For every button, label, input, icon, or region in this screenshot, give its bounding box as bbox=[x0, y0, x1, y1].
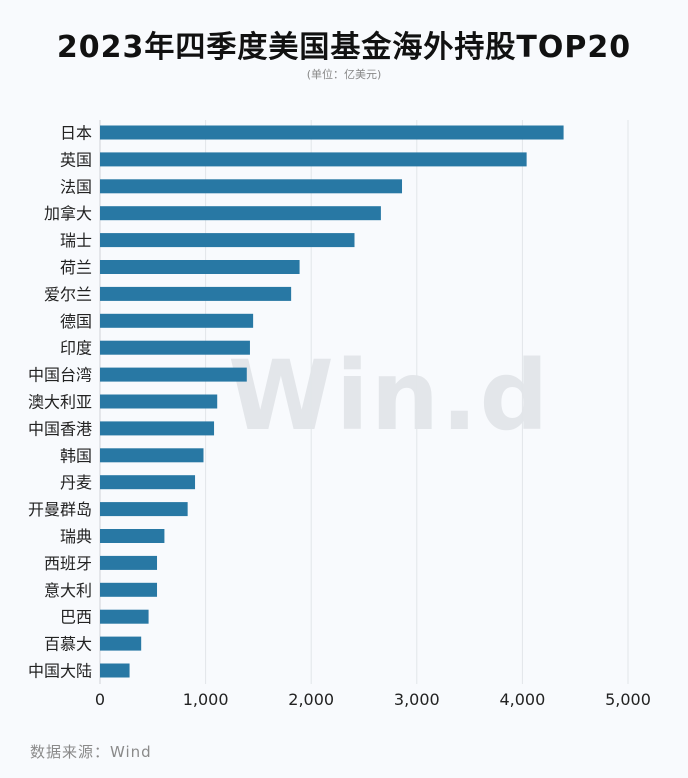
chart-subtitle: (单位：亿美元) bbox=[306, 68, 382, 81]
bar bbox=[100, 394, 218, 409]
bar bbox=[100, 636, 142, 651]
source-note: 数据来源：Wind bbox=[30, 743, 152, 761]
bar bbox=[100, 125, 564, 140]
category-label: 英国 bbox=[60, 150, 92, 169]
category-label: 日本 bbox=[60, 124, 92, 143]
bars bbox=[100, 125, 564, 678]
bar bbox=[100, 286, 292, 301]
bar bbox=[100, 313, 254, 328]
category-labels: 日本英国法国加拿大瑞士荷兰爱尔兰德国印度中国台湾澳大利亚中国香港韩国丹麦开曼群岛… bbox=[28, 124, 92, 681]
category-label: 中国台湾 bbox=[28, 366, 92, 385]
bar bbox=[100, 152, 527, 167]
bar bbox=[100, 448, 204, 463]
category-label: 爱尔兰 bbox=[44, 285, 92, 304]
category-label: 韩国 bbox=[60, 446, 92, 465]
bar bbox=[100, 609, 149, 624]
category-label: 西班牙 bbox=[44, 554, 92, 573]
watermark: Win.d bbox=[228, 340, 551, 452]
bar bbox=[100, 233, 355, 248]
x-tick-label: 2,000 bbox=[288, 690, 334, 709]
category-label: 加拿大 bbox=[44, 204, 92, 223]
bar bbox=[100, 529, 165, 543]
category-label: 中国香港 bbox=[28, 419, 92, 438]
category-label: 印度 bbox=[60, 339, 92, 358]
bar bbox=[100, 206, 381, 221]
bar bbox=[100, 179, 403, 194]
x-tick-labels: 0 1,000 2,000 3,000 4,000 5,000 bbox=[95, 690, 651, 709]
bar bbox=[100, 260, 300, 274]
bar bbox=[100, 582, 158, 597]
category-label: 中国大陆 bbox=[28, 662, 92, 681]
x-tick-label: 3,000 bbox=[394, 690, 440, 709]
category-label: 巴西 bbox=[60, 608, 92, 627]
bar bbox=[100, 367, 247, 382]
category-label: 瑞士 bbox=[60, 231, 92, 250]
bar bbox=[100, 421, 215, 436]
category-label: 开曼群岛 bbox=[28, 500, 92, 519]
category-label: 瑞典 bbox=[60, 527, 92, 546]
category-label: 澳大利亚 bbox=[28, 393, 92, 412]
category-label: 德国 bbox=[60, 312, 92, 331]
category-label: 意大利 bbox=[44, 581, 92, 600]
category-label: 法国 bbox=[60, 177, 92, 196]
x-tick-label: 1,000 bbox=[183, 690, 229, 709]
bar bbox=[100, 502, 188, 517]
x-tick-label: 5,000 bbox=[605, 690, 651, 709]
bar bbox=[100, 340, 250, 355]
bar bbox=[100, 663, 130, 678]
chart-title: 2023年四季度美国基金海外持股TOP20 bbox=[56, 30, 632, 65]
category-label: 丹麦 bbox=[60, 473, 92, 492]
category-label: 百慕大 bbox=[44, 635, 92, 654]
x-tick-label: 0 bbox=[95, 690, 105, 709]
category-label: 荷兰 bbox=[60, 258, 92, 277]
x-tick-label: 4,000 bbox=[499, 690, 545, 709]
bar bbox=[100, 475, 196, 490]
bar bbox=[100, 555, 158, 570]
